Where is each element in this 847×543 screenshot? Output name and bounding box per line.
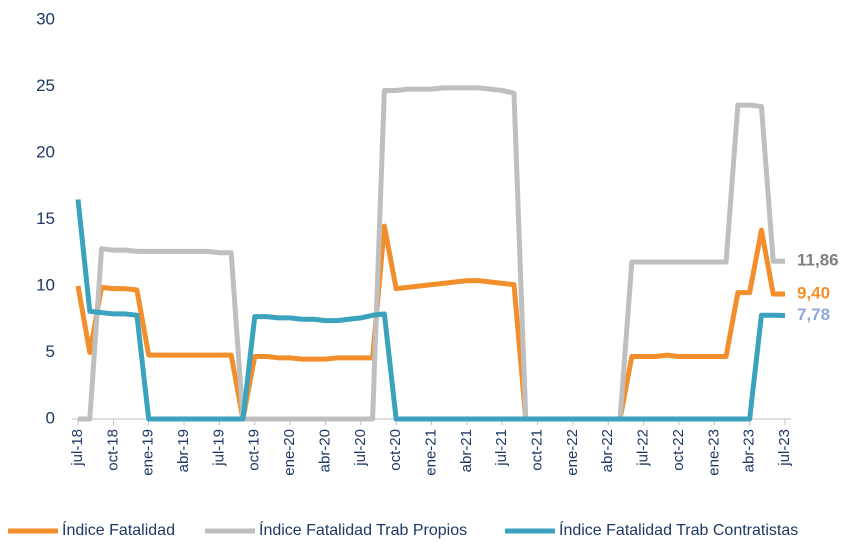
x-tick-label: ene-19 (140, 429, 157, 476)
x-tick-label: jul-19 (210, 429, 227, 467)
x-tick-label: abr-20 (316, 429, 333, 472)
y-tick-label: 30 (36, 9, 55, 28)
y-tick-label: 15 (36, 209, 55, 228)
x-tick-label: oct-19 (246, 429, 263, 471)
legend-label: Índice Fatalidad (62, 520, 175, 539)
x-tick-label: oct-21 (529, 429, 546, 471)
data-label: 7,78 (797, 305, 830, 324)
y-tick-label: 0 (46, 408, 55, 427)
y-tick-label: 5 (46, 342, 55, 361)
y-tick-label: 10 (36, 275, 55, 294)
x-tick-label: jul-20 (352, 429, 369, 467)
x-tick-label: ene-21 (422, 429, 439, 476)
x-tick-label: jul-21 (493, 429, 510, 467)
x-tick-label: jul-23 (776, 429, 793, 467)
x-tick-label: oct-22 (670, 429, 687, 471)
series-line (78, 85, 785, 422)
series-line (75, 199, 786, 422)
legend-label: Índice Fatalidad Trab Propios (259, 520, 467, 539)
y-tick-label: 20 (36, 142, 55, 161)
series-line (75, 223, 785, 422)
x-tick-label: oct-18 (104, 429, 121, 471)
x-tick-label: abr-19 (175, 429, 192, 472)
x-tick-label: abr-21 (458, 429, 475, 472)
legend-label: Índice Fatalidad Trab Contratistas (559, 520, 798, 539)
x-tick-label: ene-23 (705, 429, 722, 476)
x-tick-label: ene-20 (281, 429, 298, 476)
x-tick-label: ene-22 (564, 429, 581, 476)
x-tick-label: oct-20 (387, 429, 404, 471)
x-tick-label: jul-22 (635, 429, 652, 467)
data-label: 11,86 (797, 251, 839, 270)
y-tick-label: 25 (36, 76, 55, 95)
data-label: 9,40 (797, 283, 830, 302)
x-tick-label: abr-23 (741, 429, 758, 472)
x-tick-label: jul-18 (69, 429, 86, 467)
x-tick-label: abr-22 (599, 429, 616, 472)
